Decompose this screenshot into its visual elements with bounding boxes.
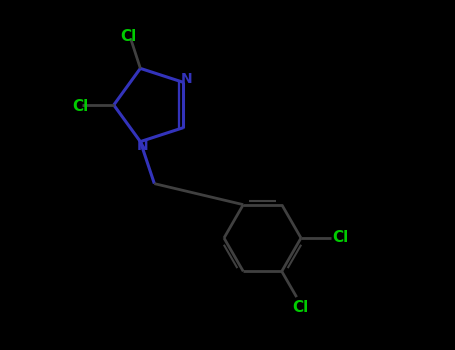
Text: Cl: Cl [292, 300, 308, 315]
Text: Cl: Cl [72, 99, 89, 114]
Text: N: N [136, 139, 148, 153]
Text: Cl: Cl [121, 29, 137, 44]
Text: N: N [180, 72, 192, 86]
Text: Cl: Cl [333, 231, 349, 245]
